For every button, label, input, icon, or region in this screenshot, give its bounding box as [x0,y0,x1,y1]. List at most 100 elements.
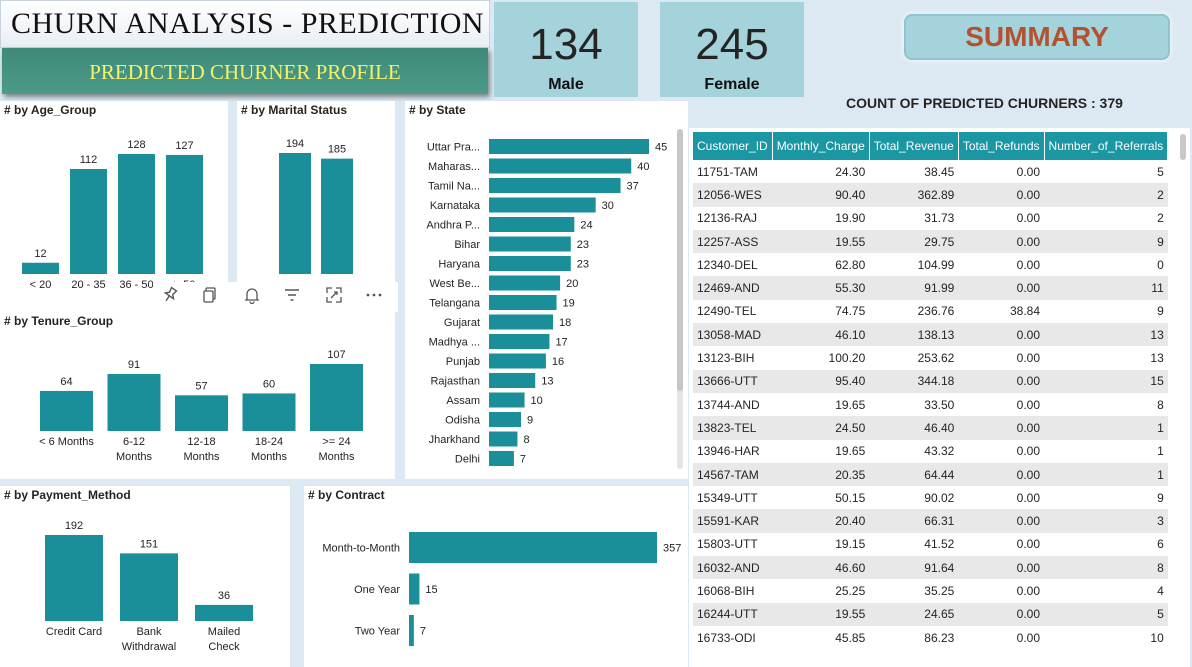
table-cell: 8 [1044,556,1168,580]
table-row[interactable]: 13123-BIH 100.20 253.62 0.00 13 [693,346,1168,369]
table-row[interactable]: 12257-ASS 19.55 29.75 0.00 9 [693,229,1168,254]
column-header[interactable]: Total_Refunds [958,132,1045,160]
table-row[interactable]: 12136-RAJ 19.90 31.73 0.00 2 [693,207,1168,230]
data-label: 127 [175,140,193,152]
column-header[interactable]: Customer_ID [693,132,773,160]
table-cell: 38.45 [924,164,955,179]
bar [242,393,296,431]
table-row[interactable]: 15591-KAR 20.40 66.31 0.00 3 [693,509,1168,533]
table-cell: 9 [1044,229,1168,254]
tick-label: Andhra P... [426,220,480,232]
table-row[interactable]: 12056-WES 90.40 362.89 0.00 2 [693,183,1168,207]
bar [489,158,632,174]
bar [489,392,525,408]
table-row[interactable]: 12469-AND 55.30 91.99 0.00 11 [693,276,1168,300]
pin-icon[interactable] [161,286,179,309]
bell-icon[interactable] [243,286,261,309]
table-row[interactable]: 11751-TAM 24.30 38.45 0.00 5 [693,160,1168,183]
column-header[interactable]: Monthly_Charge [772,132,870,160]
table-cell: 19.65 [835,444,866,459]
table-cell: 62.80 [835,257,866,272]
table-cell: 5 [1044,602,1168,626]
report-title-banner: CHURN ANALYSIS - PREDICTION [0,0,490,48]
chart-title: # by State [409,103,466,117]
table-cell: 0.00 [1016,257,1041,272]
chart-title: # by Contract [308,488,385,502]
table-cell: 15591-KAR [693,509,773,533]
table-row[interactable]: 14567-TAM 20.35 64.44 0.00 1 [693,462,1168,487]
table-cell: 4 [1157,583,1164,598]
churners-table-panel[interactable]: Customer_ID Monthly_Charge Total_Revenue To… [689,128,1190,667]
table-row[interactable]: 12490-TEL 74.75 236.76 38.84 9 [693,300,1168,323]
table-cell: 12469-AND [693,276,773,300]
table-cell: 13666-UTT [693,369,773,393]
chart-marital-status[interactable]: # by Marital Status 194 185 [237,101,395,312]
bar [118,154,155,274]
data-label: 185 [328,144,346,156]
filter-icon[interactable] [283,286,301,309]
table-cell: 13 [1150,351,1164,366]
predicted-churners-count: COUNT OF PREDICTED CHURNERS : 379 [846,95,1123,111]
table-cell: 1 [1157,444,1164,459]
focus-mode-icon[interactable] [325,286,343,309]
column-header[interactable]: Number_of_Referrals [1044,132,1169,160]
data-label: 24 [580,220,592,232]
chart-scrollbar[interactable] [677,129,683,469]
table-row[interactable]: 16032-AND 46.60 91.64 0.00 8 [693,556,1168,580]
chart-payment-method[interactable]: # by Payment_Method 192 Credit Card 151 Ban… [0,486,290,667]
tick-label: Tamil Na... [428,181,480,193]
tick-label: Two Year [355,626,401,638]
table-cell: 100.20 [828,351,866,366]
table-scrollbar[interactable] [1180,134,1186,160]
chart-scrollbar-thumb[interactable] [677,129,683,391]
table-cell: 0.00 [1016,351,1041,366]
table-cell: 0.00 [1016,397,1041,412]
chart-state[interactable]: # by State 45 Uttar Pra... 40 Maharas... 37 T… [405,101,688,479]
table-cell: 24.30 [835,164,866,179]
copy-icon[interactable] [201,286,219,309]
column-header[interactable]: Total_Revenue [869,132,959,160]
tick-label: Maharas... [428,161,480,173]
table-row[interactable]: 12340-DEL 62.80 104.99 0.00 0 [693,253,1168,276]
data-label: 19 [563,298,575,310]
table-row[interactable]: 13744-AND 19.65 33.50 0.00 8 [693,393,1168,416]
table-cell: 90.40 [772,183,870,207]
table-row[interactable]: 13823-TEL 24.50 46.40 0.00 1 [693,416,1168,440]
table-cell: 0.00 [958,276,1045,300]
bar [489,236,571,252]
table-row[interactable]: 16068-BIH 25.25 35.25 0.00 4 [693,579,1168,602]
table-cell: 20.35 [772,462,870,487]
report-subtitle: PREDICTED CHURNER PROFILE [89,60,401,84]
table-cell: 0.00 [958,509,1045,533]
tick-label: One Year [354,584,400,596]
kpi-female-value: 245 [695,20,769,69]
chart-contract[interactable]: # by Contract 357 Month-to-Month 15 One Yea… [304,486,688,667]
churners-table: Customer_ID Monthly_Charge Total_Revenue To… [693,132,1169,649]
table-row[interactable]: 13058-MAD 46.10 138.13 0.00 13 [693,323,1168,347]
chart-age-group[interactable]: # by Age_Group 12 < 20 112 20 - 35 128 36 - 5… [0,101,228,312]
table-row[interactable]: 13946-HAR 19.65 43.32 0.00 1 [693,440,1168,463]
table-cell: 0.00 [958,369,1045,393]
bar [489,295,557,310]
table-row[interactable]: 16244-UTT 19.55 24.65 0.00 5 [693,602,1168,626]
table-row[interactable]: 15349-UTT 50.15 90.02 0.00 9 [693,486,1168,509]
table-cell: 8 [1157,397,1164,412]
table-row[interactable]: 15803-UTT 19.15 41.52 0.00 6 [693,533,1168,556]
kpi-card-female[interactable]: 245 Female [660,2,804,97]
summary-button[interactable]: SUMMARY [904,14,1170,60]
chart-tenure-group[interactable]: # by Tenure_Group 64 < 6 Months 91 6-12 Mont… [0,312,395,479]
more-options-icon[interactable] [365,286,383,309]
table-cell: 5 [1157,164,1164,179]
table-cell: 11 [1044,276,1168,300]
data-label: 45 [655,142,667,154]
data-label: 23 [577,259,589,271]
kpi-male-label: Male [548,76,584,93]
table-cell: 13 [1044,323,1168,347]
bar [409,573,420,605]
table-row[interactable]: 13666-UTT 95.40 344.18 0.00 15 [693,369,1168,393]
table-cell: 19.65 [835,397,866,412]
table-row[interactable]: 16733-ODI 45.85 86.23 0.00 10 [693,626,1168,649]
data-label: 30 [602,200,614,212]
kpi-card-male[interactable]: 134 Male [494,2,638,97]
